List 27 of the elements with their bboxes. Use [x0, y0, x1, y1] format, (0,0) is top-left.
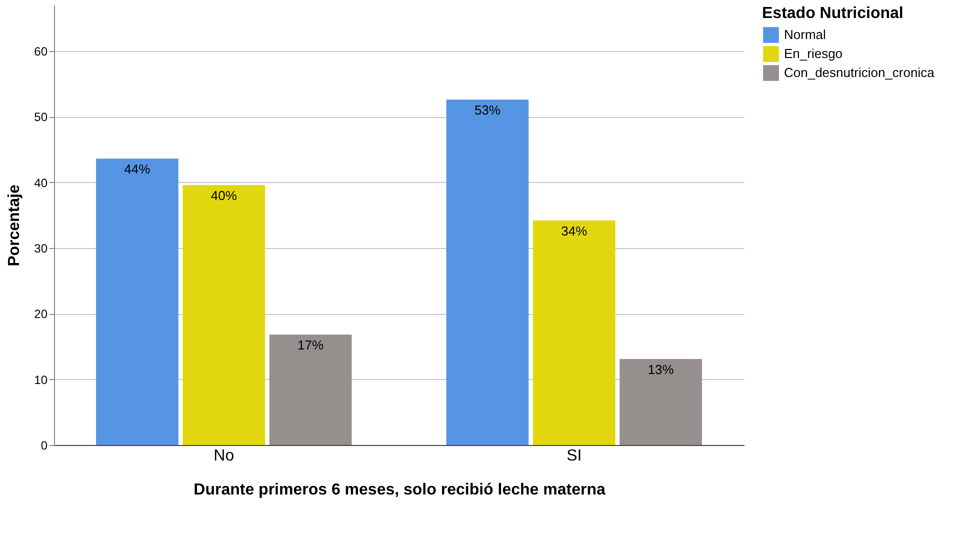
data-label: 53%: [474, 102, 501, 118]
data-label: 17%: [298, 338, 324, 353]
x-axis-title: Durante primeros 6 meses, solo recibió leche materna: [194, 482, 606, 498]
y-tick-label: 40: [34, 176, 48, 190]
bar: [620, 358, 702, 445]
y-tick-label: 20: [34, 307, 48, 322]
y-tick-label: 10: [34, 372, 48, 387]
y-tick-label: 50: [34, 110, 48, 124]
data-label: 13%: [648, 362, 674, 377]
data-label: 44%: [124, 162, 151, 177]
x-tick-label: No: [214, 448, 234, 464]
x-tick-label: SI: [566, 448, 582, 464]
bar: [532, 220, 616, 445]
bar: [96, 158, 178, 445]
data-label: 34%: [561, 223, 588, 238]
bar: [446, 100, 529, 445]
bar: [182, 184, 266, 445]
y-axis-title: Porcentaje: [6, 184, 24, 266]
data-label: 40%: [210, 188, 238, 203]
y-tick-label: 60: [34, 44, 48, 58]
legend-label: Normal: [784, 27, 826, 42]
bar: [269, 334, 352, 445]
legend-label: Con_desnutricion_cronica: [784, 65, 936, 80]
legend-label: En_riesgo: [784, 46, 843, 61]
y-tick-label: 0: [40, 438, 48, 452]
y-tick-label: 30: [34, 241, 48, 256]
legend-title: Estado Nutricional: [762, 5, 904, 22]
